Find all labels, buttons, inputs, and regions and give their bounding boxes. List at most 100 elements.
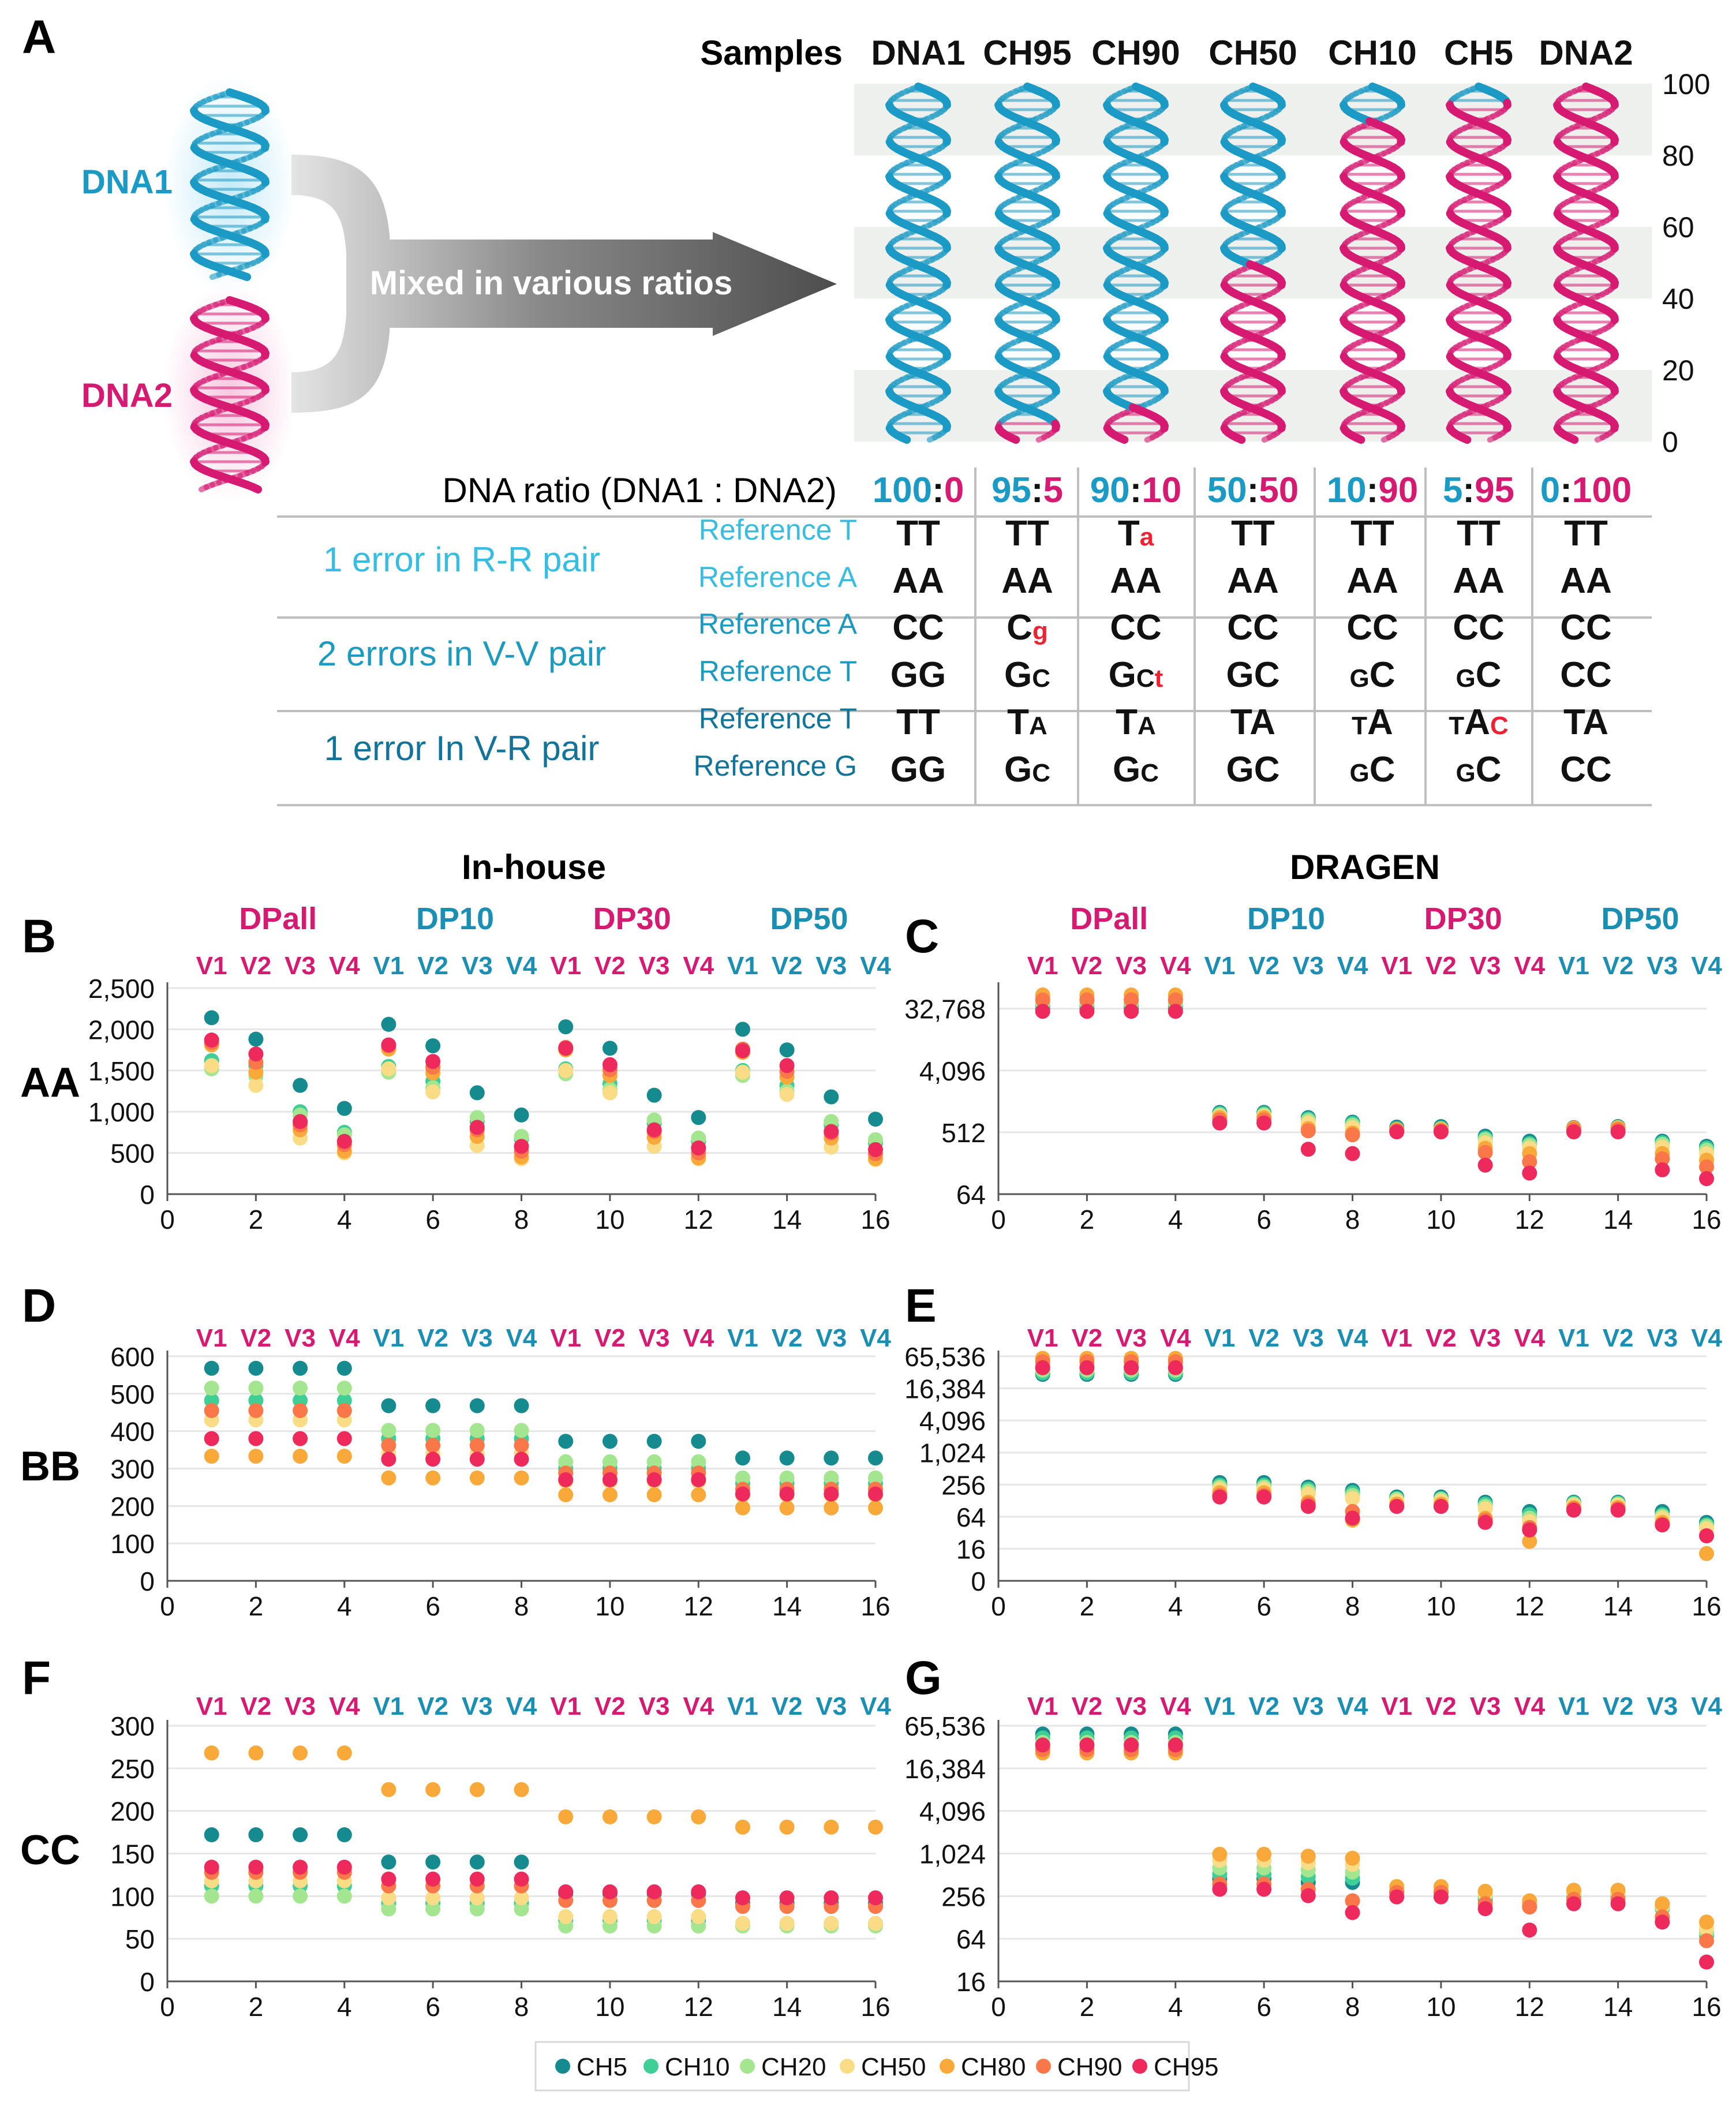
data-point (1433, 1124, 1449, 1140)
samples-label: Samples (700, 33, 843, 72)
data-point (1522, 1154, 1537, 1169)
y-tick-label: 16 (956, 1534, 986, 1564)
data-point (248, 1860, 264, 1875)
x-tick-label: 0 (991, 1992, 1006, 2022)
data-point (293, 1360, 308, 1376)
ratio-dna1: 100 (873, 470, 932, 510)
genotype-cell: CC (892, 608, 944, 648)
data-point (558, 1019, 574, 1035)
data-point (425, 1854, 441, 1870)
ratio-dna1: 5 (1443, 470, 1462, 510)
x-tick-label: 16 (1692, 1591, 1721, 1621)
version-label: V2 (1603, 1324, 1634, 1352)
data-point (735, 1916, 750, 1931)
version-label: V3 (1647, 1324, 1678, 1352)
version-label: V3 (1647, 1692, 1678, 1720)
version-label: V2 (1248, 952, 1279, 980)
y-tick-label: 150 (110, 1839, 155, 1869)
chart-c: 64 512 4,096 32,768 0 2 4 6 8 10 12 14 16 V1 V2 V3 V4 V1 V… (904, 902, 1722, 1235)
data-point (336, 1381, 352, 1396)
version-label: V4 (506, 952, 537, 980)
data-point (204, 1033, 219, 1048)
data-point (735, 1500, 750, 1516)
genotype-char: G (1456, 759, 1475, 787)
x-tick-label: 12 (684, 1591, 713, 1621)
genotype-char: CC (1560, 750, 1612, 790)
data-point (868, 1819, 883, 1835)
data-point (1699, 1914, 1714, 1930)
version-label: V2 (1603, 952, 1634, 980)
data-point (514, 1890, 529, 1906)
y-tick-label: 64 (956, 1924, 986, 1954)
genotype-char: A (1138, 712, 1156, 740)
data-point (691, 1434, 706, 1449)
x-tick-label: 2 (249, 1591, 264, 1621)
genotype-cell: TA (1563, 702, 1608, 742)
genotype-char: AA (892, 561, 944, 601)
data-point (381, 1016, 396, 1032)
y-tick-label: 300 (110, 1711, 155, 1741)
data-point (1345, 1850, 1360, 1866)
data-point (514, 1901, 529, 1917)
data-point (1699, 1546, 1714, 1561)
genotype-char: C (1136, 664, 1155, 693)
y-tick-label: 0 (140, 1967, 155, 1997)
y-tick-label: 200 (110, 1491, 155, 1521)
version-label: V1 (550, 1324, 581, 1352)
data-point (336, 1888, 352, 1904)
genotype-cell: TA (1007, 702, 1047, 742)
legend-label: CH20 (761, 2053, 826, 2081)
data-point (646, 1434, 662, 1449)
genotype-cell: CC (1346, 608, 1398, 648)
panel-label-d: D (22, 1280, 56, 1332)
strand-segment (1565, 433, 1579, 444)
version-label: V3 (1293, 1692, 1324, 1720)
data-point (1345, 1491, 1360, 1506)
genotype-char: C (1370, 655, 1395, 695)
genotype-char: CC (1346, 608, 1398, 648)
data-point (735, 1022, 750, 1037)
data-point (646, 1487, 662, 1502)
data-point (425, 1452, 441, 1467)
ratio-dividers (974, 467, 1533, 805)
data-point (1566, 1896, 1581, 1912)
data-point (1345, 1127, 1360, 1143)
data-point (1345, 1510, 1360, 1526)
reference-label: Reference A (698, 561, 858, 593)
data-point (779, 1486, 795, 1502)
data-point (868, 1470, 883, 1486)
y-tick-label: 4,096 (919, 1056, 986, 1086)
data-point (469, 1452, 485, 1467)
version-label: V3 (639, 952, 670, 980)
legend-label: CH50 (861, 2053, 926, 2081)
reference-label: Reference A (698, 608, 858, 640)
data-point (204, 1449, 219, 1464)
ratio-colon: : (1367, 470, 1379, 510)
genotype-cell: TAC (1449, 702, 1508, 742)
data-point (248, 1078, 264, 1093)
data-point (1079, 1004, 1095, 1019)
version-label: V1 (196, 952, 227, 980)
data-point (381, 1423, 396, 1438)
data-point (248, 1745, 264, 1761)
group-label: DPall (1070, 902, 1148, 936)
version-label: V1 (1381, 1324, 1412, 1352)
genotype-char: C (1476, 750, 1502, 790)
genotype-char: G (1109, 655, 1136, 695)
version-label: V1 (1558, 1324, 1589, 1352)
genotype-char: CC (1227, 608, 1279, 648)
data-point (735, 1064, 750, 1080)
data-point (691, 1472, 706, 1487)
data-point (381, 1037, 396, 1053)
genotype-cell: TT (1350, 514, 1394, 553)
data-point (204, 1827, 219, 1842)
genotype-char: A (1029, 712, 1047, 740)
data-point (425, 1423, 441, 1438)
genotype-cell: AA (1346, 561, 1398, 601)
data-point (514, 1452, 529, 1467)
genotype-char: G (1456, 664, 1475, 693)
version-label: V3 (1293, 952, 1324, 980)
genotype-char: G (1349, 759, 1369, 787)
genotype-char: CC (1110, 608, 1162, 648)
reference-label: Reference G (694, 750, 857, 782)
